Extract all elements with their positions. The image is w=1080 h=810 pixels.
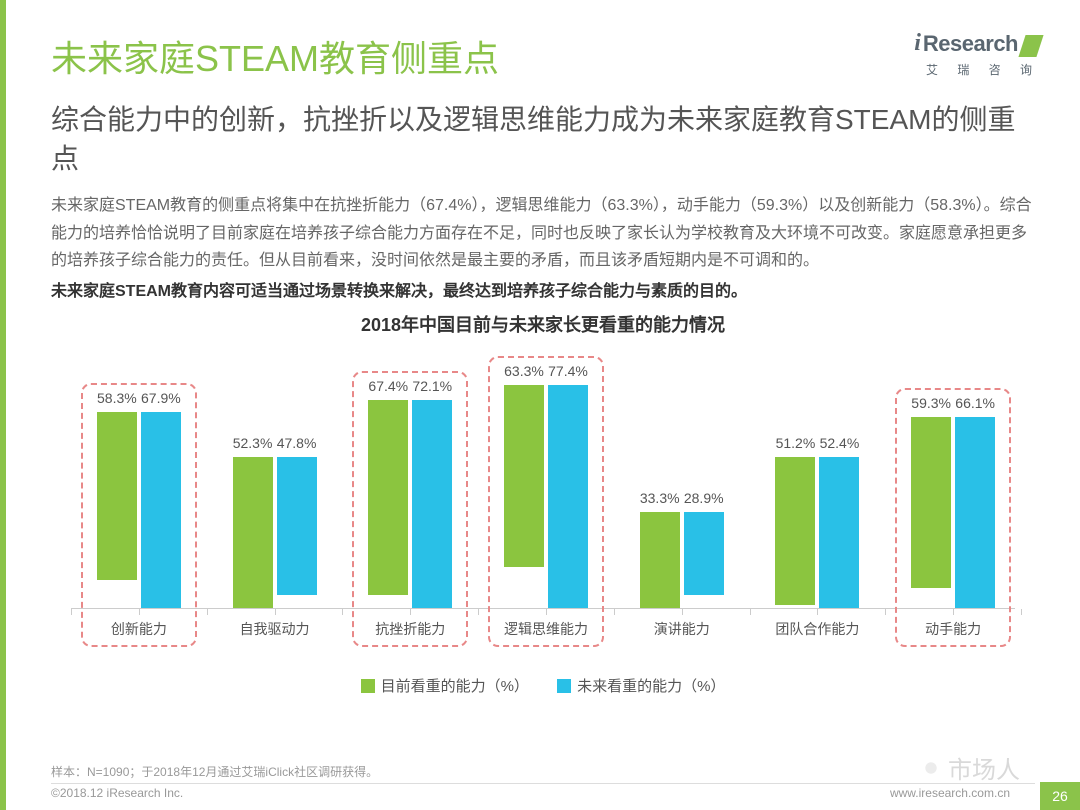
watermark-icon: [920, 757, 942, 779]
bar-value-label: 47.8%: [277, 435, 317, 451]
bar-group: 58.3%67.9%: [94, 412, 184, 608]
copyright: ©2018.12 iResearch Inc.: [51, 786, 183, 800]
logo-text: Research: [923, 31, 1018, 57]
bar-future: 77.4%: [548, 385, 588, 609]
legend-swatch-icon: [361, 679, 375, 693]
bar-current: 59.3%: [911, 417, 951, 588]
axis-tick: [1021, 609, 1022, 615]
divider: [51, 783, 1035, 784]
axis-tick: [139, 609, 140, 615]
bar-group: 67.4%72.1%: [365, 400, 455, 608]
bar-value-label: 66.1%: [955, 395, 995, 411]
bar-future: 66.1%: [955, 417, 995, 608]
logo-subtitle: 艾 瑞 咨 询: [914, 61, 1040, 78]
bar-value-label: 72.1%: [412, 378, 452, 394]
axis-tick: [817, 609, 818, 615]
axis-tick: [478, 609, 479, 615]
axis-tick: [546, 609, 547, 615]
legend-swatch-icon: [557, 679, 571, 693]
category-label: 创新能力: [111, 619, 167, 639]
bar-current: 51.2%: [775, 457, 815, 605]
bar-current: 33.3%: [640, 512, 680, 608]
bar-future: 52.4%: [819, 457, 859, 608]
category-label: 演讲能力: [654, 619, 710, 639]
page-title: 未来家庭STEAM教育侧重点: [51, 30, 1035, 82]
watermark-text: 市场人: [948, 750, 1020, 785]
axis-tick: [953, 609, 954, 615]
bar-future: 28.9%: [684, 512, 724, 595]
chart-title: 2018年中国目前与未来家长更看重的能力情况: [51, 311, 1035, 337]
bar-value-label: 67.4%: [368, 378, 408, 394]
category-label: 自我驱动力: [240, 619, 310, 639]
bar-future: 72.1%: [412, 400, 452, 608]
footnote: 样本：N=1090；于2018年12月通过艾瑞iClick社区调研获得。: [51, 763, 378, 780]
legend-label-current: 目前看重的能力（%）: [381, 675, 529, 696]
legend-label-future: 未来看重的能力（%）: [577, 675, 725, 696]
body-paragraph-bold: 未来家庭STEAM教育内容可适当通过场景转换来解决，最终达到培养孩子综合能力与素…: [51, 278, 1035, 305]
bar-group: 59.3%66.1%: [908, 417, 998, 608]
legend-item-current: 目前看重的能力（%）: [361, 675, 529, 696]
bar-value-label: 33.3%: [640, 490, 680, 506]
bar-current: 58.3%: [97, 412, 137, 580]
axis-tick: [71, 609, 72, 615]
axis-tick: [207, 609, 208, 615]
bar-value-label: 52.3%: [233, 435, 273, 451]
bar-value-label: 58.3%: [97, 390, 137, 406]
bar-future: 67.9%: [141, 412, 181, 608]
axis-tick: [614, 609, 615, 615]
category-label: 团队合作能力: [775, 619, 859, 639]
bar-current: 52.3%: [233, 457, 273, 608]
bar-future: 47.8%: [277, 457, 317, 595]
bar-value-label: 63.3%: [504, 363, 544, 379]
bar-value-label: 51.2%: [776, 435, 816, 451]
axis-tick: [410, 609, 411, 615]
bar-group: 33.3%28.9%: [637, 512, 727, 608]
slide-container: i Research 艾 瑞 咨 询 未来家庭STEAM教育侧重点 综合能力中的…: [0, 0, 1080, 810]
page-number: 26: [1040, 782, 1080, 810]
bar-group: 51.2%52.4%: [772, 457, 862, 608]
bar-value-label: 77.4%: [548, 363, 588, 379]
bar-value-label: 28.9%: [684, 490, 724, 506]
bar-current: 67.4%: [368, 400, 408, 595]
watermark: 市场人: [920, 750, 1020, 785]
bar-value-label: 59.3%: [911, 395, 951, 411]
logo-shape-icon: [1018, 35, 1043, 57]
axis-tick: [750, 609, 751, 615]
url-text: www.iresearch.com.cn: [890, 786, 1010, 800]
bar-value-label: 67.9%: [141, 390, 181, 406]
bar-current: 63.3%: [504, 385, 544, 568]
axis-tick: [682, 609, 683, 615]
category-label: 动手能力: [925, 619, 981, 639]
axis-tick: [885, 609, 886, 615]
bar-value-label: 52.4%: [820, 435, 860, 451]
bar-group: 63.3%77.4%: [501, 385, 591, 609]
axis-tick: [342, 609, 343, 615]
axis-tick: [275, 609, 276, 615]
logo-main: i Research: [914, 30, 1040, 57]
page-subtitle: 综合能力中的创新，抗挫折以及逻辑思维能力成为未来家庭教育STEAM的侧重点: [51, 100, 1035, 178]
category-label: 逻辑思维能力: [504, 619, 588, 639]
chart-plot: 58.3%67.9% 52.3%47.8% 67.4%72.1% 63.3%77.4%…: [71, 349, 1015, 609]
category-label: 抗挫折能力: [375, 619, 445, 639]
legend-item-future: 未来看重的能力（%）: [557, 675, 725, 696]
body-paragraph: 未来家庭STEAM教育的侧重点将集中在抗挫折能力（67.4%），逻辑思维能力（6…: [51, 192, 1035, 274]
chart-legend: 目前看重的能力（%） 未来看重的能力（%）: [51, 675, 1035, 697]
logo-block: i Research 艾 瑞 咨 询: [914, 30, 1040, 78]
logo-i: i: [914, 30, 921, 57]
bar-group: 52.3%47.8%: [230, 457, 320, 608]
chart-area: 58.3%67.9% 52.3%47.8% 67.4%72.1% 63.3%77.4%…: [71, 349, 1015, 669]
